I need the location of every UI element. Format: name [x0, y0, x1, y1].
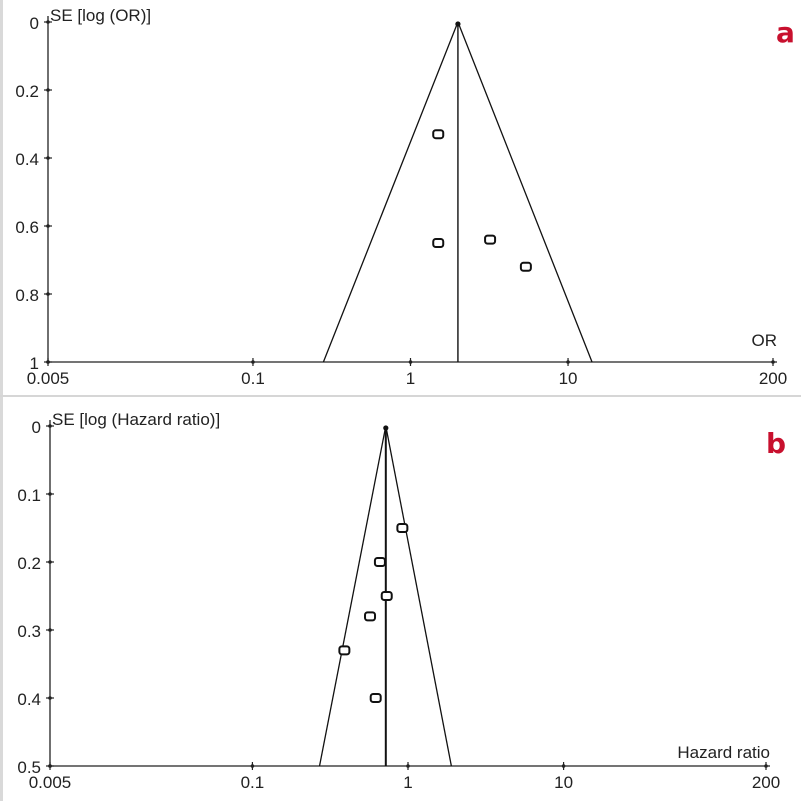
x-tick-label: 1 — [406, 369, 415, 388]
study-marker — [432, 129, 445, 140]
y-tick-label: 0.2 — [15, 82, 39, 101]
funnel-apex — [383, 425, 389, 431]
study-marker — [373, 557, 386, 567]
funnel-right-limit — [385, 425, 453, 767]
y-tick-dot — [46, 156, 50, 160]
study-marker — [338, 645, 351, 656]
panel-divider — [0, 395, 801, 397]
x-tick-label: 10 — [554, 773, 573, 792]
study-marker — [396, 523, 409, 533]
y-tick-dot — [46, 20, 50, 24]
panel-label: b — [766, 427, 786, 460]
x-tick-dot — [566, 360, 570, 364]
study-marker — [484, 234, 497, 245]
x-tick-label: 1 — [403, 773, 412, 792]
x-tick-label: 0.1 — [241, 369, 265, 388]
x-tick-dot — [764, 764, 768, 768]
y-tick-label: 1 — [30, 354, 39, 373]
y-tick-label: 0.2 — [17, 554, 41, 573]
x-tick-dot — [46, 360, 50, 364]
y-tick-label: 0.5 — [17, 758, 41, 777]
y-tick-dot — [46, 224, 50, 228]
panel-label: a — [776, 16, 795, 49]
funnel-right-limit — [457, 21, 593, 363]
y-axis-title: SE [log (Hazard ratio)] — [52, 410, 220, 429]
x-tick-label: 200 — [759, 369, 787, 388]
y-tick-label: 0.4 — [15, 150, 39, 169]
y-axis-title: SE [log (OR)] — [50, 6, 151, 25]
y-tick-label: 0.1 — [17, 486, 41, 505]
y-tick-dot — [48, 492, 52, 496]
x-tick-dot — [561, 764, 566, 768]
x-tick-label: 0.1 — [241, 773, 265, 792]
study-marker — [432, 238, 445, 248]
study-marker — [519, 261, 532, 272]
funnel-apex — [455, 21, 461, 27]
x-tick-dot — [771, 360, 775, 364]
x-tick-label: 0.005 — [29, 773, 72, 792]
y-tick-dot — [46, 292, 50, 296]
y-tick-label: 0.8 — [15, 286, 39, 305]
x-tick-label: 200 — [752, 773, 780, 792]
x-tick-dot — [406, 764, 410, 768]
y-tick-dot — [48, 696, 52, 700]
x-tick-dot — [48, 764, 52, 768]
funnel-left-limit — [318, 425, 387, 767]
study-marker — [364, 611, 377, 622]
y-tick-label: 0 — [30, 14, 39, 33]
y-tick-dot — [48, 560, 52, 564]
x-tick-label: 0.005 — [27, 369, 70, 388]
y-tick-label: 0.4 — [17, 690, 41, 709]
funnel-left-limit — [322, 21, 459, 363]
y-tick-dot — [46, 88, 50, 92]
study-marker — [380, 591, 393, 601]
x-axis-title: Hazard ratio — [677, 743, 770, 762]
x-axis-title: OR — [752, 331, 778, 350]
y-tick-label: 0 — [32, 418, 41, 437]
y-tick-dot — [48, 628, 52, 632]
x-tick-dot — [251, 360, 255, 364]
x-tick-dot — [250, 764, 255, 768]
study-marker — [369, 693, 382, 703]
y-tick-label: 0.3 — [17, 622, 41, 641]
x-tick-dot — [408, 360, 413, 364]
y-tick-dot — [48, 424, 52, 428]
funnel-plot-b: 0 0.1 0.2 0.3 0.4 0.50.005 0.1 1 10 200 SE [log (H… — [17, 410, 786, 792]
left-edge — [0, 0, 3, 801]
x-tick-label: 10 — [559, 369, 578, 388]
y-tick-label: 0.6 — [15, 218, 39, 237]
